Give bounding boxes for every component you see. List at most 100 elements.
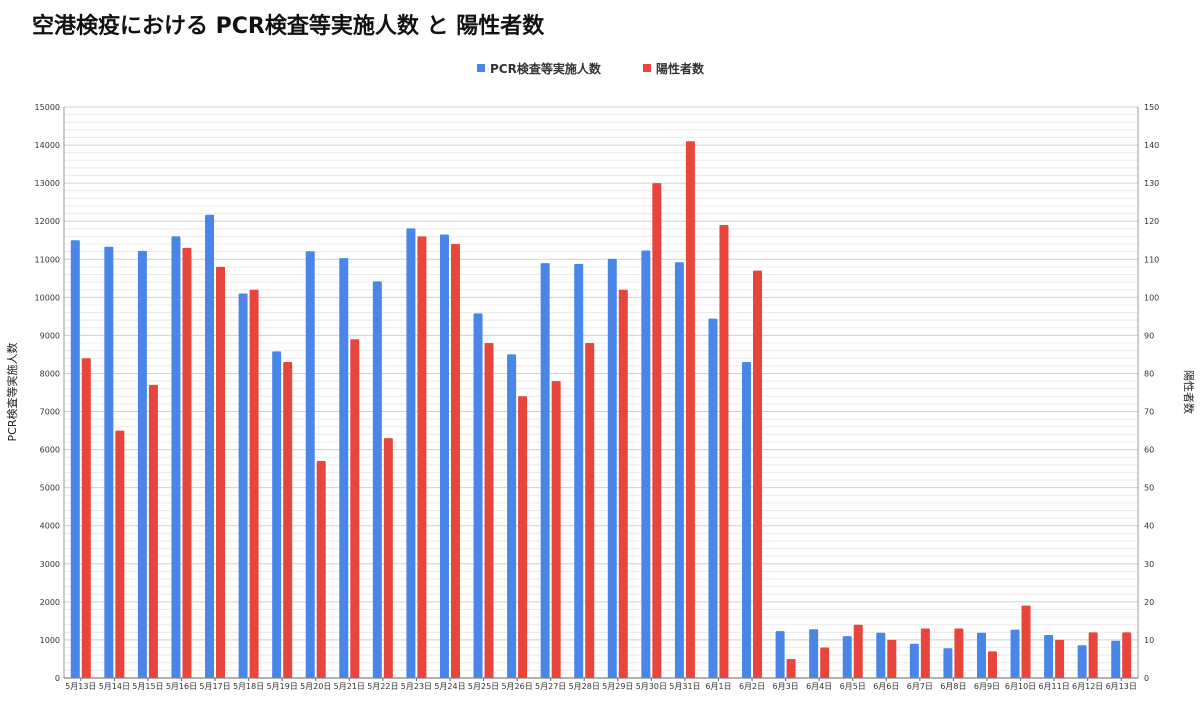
bar-pcr[interactable] — [406, 228, 416, 678]
x-tick-label: 5月20日 — [300, 682, 331, 691]
y2-tick-label: 70 — [1144, 408, 1154, 417]
x-tick-label: 6月2日 — [739, 682, 765, 691]
bars — [70, 141, 1132, 679]
y-tick-label: 7000 — [40, 408, 60, 417]
bar-pcr[interactable] — [876, 632, 886, 678]
bar-positive[interactable] — [652, 183, 662, 678]
x-tick-label: 6月4日 — [806, 682, 832, 691]
bar-pcr[interactable] — [439, 234, 449, 679]
bar-pcr[interactable] — [1010, 629, 1020, 678]
bar-positive[interactable] — [383, 438, 393, 678]
y-tick-label: 11000 — [35, 255, 60, 264]
bar-pcr[interactable] — [1111, 640, 1121, 678]
bar-positive[interactable] — [182, 247, 192, 678]
y2-tick-label: 110 — [1144, 255, 1159, 264]
bar-positive[interactable] — [853, 624, 863, 678]
bar-positive[interactable] — [81, 358, 91, 678]
bar-positive[interactable] — [1021, 605, 1031, 678]
bar-pcr[interactable] — [607, 258, 617, 678]
y2-tick-label: 90 — [1144, 331, 1154, 340]
y-tick-label: 1000 — [40, 636, 60, 645]
bar-pcr[interactable] — [137, 250, 147, 678]
bar-pcr[interactable] — [976, 632, 986, 678]
bar-positive[interactable] — [316, 461, 326, 678]
bar-pcr[interactable] — [70, 240, 80, 678]
bar-positive[interactable] — [484, 343, 494, 678]
bar-pcr[interactable] — [339, 258, 349, 678]
bar-positive[interactable] — [450, 244, 460, 679]
bar-positive[interactable] — [551, 381, 561, 678]
bar-positive[interactable] — [115, 430, 125, 678]
x-tick-label: 6月3日 — [773, 682, 799, 691]
bar-pcr[interactable] — [171, 236, 181, 678]
bar-pcr[interactable] — [574, 263, 584, 678]
bar-positive[interactable] — [350, 339, 360, 678]
bar-pcr[interactable] — [507, 354, 517, 678]
bar-positive[interactable] — [954, 628, 964, 678]
bar-positive[interactable] — [1088, 632, 1098, 678]
bar-pcr[interactable] — [708, 318, 718, 678]
bar-pcr[interactable] — [1077, 645, 1087, 678]
bar-positive[interactable] — [1055, 639, 1065, 678]
bar-positive[interactable] — [753, 270, 763, 678]
bar-positive[interactable] — [719, 225, 729, 679]
bar-positive[interactable] — [216, 266, 226, 678]
x-tick-label: 5月18日 — [233, 682, 264, 691]
bar-positive[interactable] — [148, 384, 158, 678]
bar-positive[interactable] — [283, 362, 293, 678]
bar-pcr[interactable] — [1044, 634, 1054, 678]
legend-swatch-pcr — [477, 64, 485, 72]
bar-pcr[interactable] — [842, 636, 852, 678]
bar-pcr[interactable] — [909, 643, 919, 678]
y2-tick-label: 140 — [1144, 141, 1159, 150]
legend[interactable]: PCR検査等実施人数 陽性者数 — [477, 61, 705, 76]
bar-positive[interactable] — [249, 289, 259, 678]
bar-pcr[interactable] — [540, 263, 550, 678]
bar-positive[interactable] — [417, 236, 427, 678]
x-tick-label: 5月16日 — [166, 682, 197, 691]
bar-pcr[interactable] — [674, 262, 684, 678]
x-tick-label: 6月11日 — [1038, 682, 1069, 691]
x-tick-label: 6月6日 — [873, 682, 899, 691]
bar-pcr[interactable] — [205, 214, 215, 678]
y-tick-label: 10000 — [35, 293, 60, 302]
x-tick-label: 5月21日 — [334, 682, 365, 691]
x-tick-label: 5月29日 — [602, 682, 633, 691]
bar-positive[interactable] — [820, 647, 830, 678]
bar-positive[interactable] — [585, 343, 595, 678]
bar-positive[interactable] — [887, 639, 897, 678]
page-title: 空港検疫における PCR検査等実施人数 と 陽性者数 — [32, 14, 545, 39]
bar-pcr[interactable] — [305, 251, 315, 679]
y-axis-left-title: PCR検査等実施人数 — [5, 343, 19, 442]
bar-pcr[interactable] — [641, 250, 651, 678]
bar-pcr[interactable] — [943, 648, 953, 678]
x-tick-label: 5月27日 — [535, 682, 566, 691]
bar-pcr[interactable] — [238, 293, 248, 678]
y2-tick-label: 0 — [1144, 674, 1149, 683]
bar-positive[interactable] — [920, 628, 930, 678]
y2-tick-label: 50 — [1144, 484, 1154, 493]
legend-label-positive: 陽性者数 — [656, 61, 705, 76]
bar-pcr[interactable] — [809, 629, 819, 678]
bar-positive[interactable] — [786, 658, 796, 678]
x-tick-label: 5月28日 — [569, 682, 600, 691]
x-tick-label: 6月5日 — [840, 682, 866, 691]
bar-pcr[interactable] — [372, 281, 382, 678]
bar-positive[interactable] — [1122, 632, 1132, 678]
y2-tick-label: 10 — [1144, 636, 1154, 645]
y-tick-label: 8000 — [40, 369, 60, 378]
bar-pcr[interactable] — [272, 351, 282, 678]
bar-pcr[interactable] — [742, 362, 752, 678]
bar-positive[interactable] — [987, 651, 997, 678]
bar-positive[interactable] — [618, 289, 628, 678]
y2-tick-label: 80 — [1144, 369, 1154, 378]
bar-pcr[interactable] — [775, 631, 785, 678]
bar-pcr[interactable] — [104, 246, 114, 679]
bar-positive[interactable] — [518, 396, 528, 678]
y-tick-label: 15000 — [35, 103, 60, 112]
bar-pcr[interactable] — [473, 313, 483, 678]
x-tick-label: 5月25日 — [468, 682, 499, 691]
x-tick-label: 5月31日 — [669, 682, 700, 691]
bar-positive[interactable] — [685, 141, 695, 678]
